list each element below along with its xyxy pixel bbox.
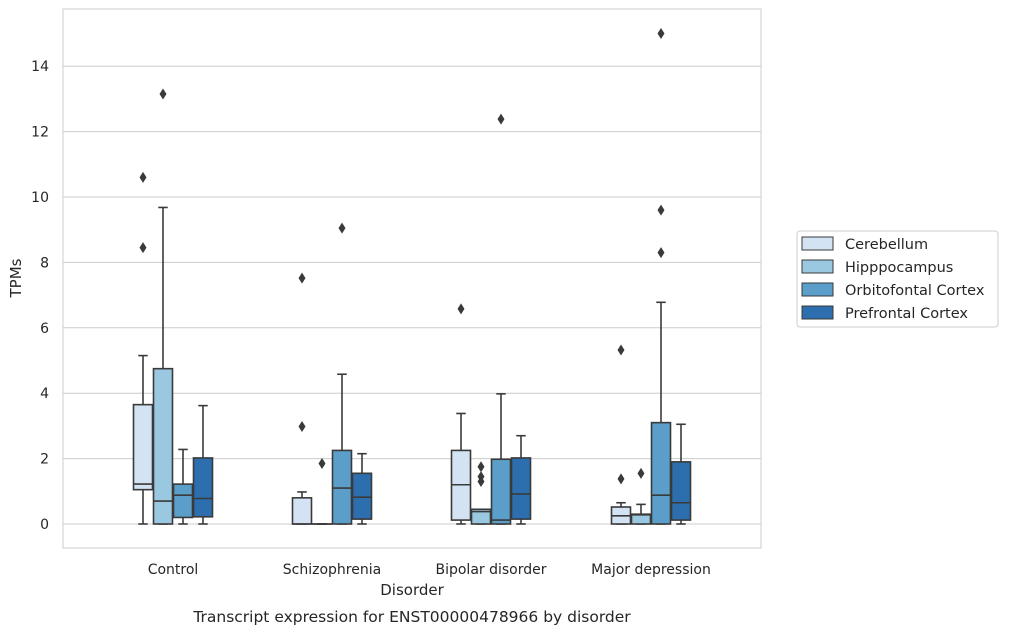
box-element <box>670 423 692 525</box>
x-axis-label: Disorder <box>380 581 444 599</box>
box-element <box>650 28 672 525</box>
x-tick-labels: Control Schizophrenia Bipolar disorder Majo… <box>148 562 711 578</box>
outlier-point <box>477 471 485 483</box>
outlier-point <box>139 171 147 183</box>
x-tick-label: Major depression <box>591 562 711 578</box>
outlier-point <box>497 113 505 125</box>
outlier-point <box>617 473 625 485</box>
legend: Cerebellum Hipppocampus Orbitofontal Corte… <box>796 230 999 328</box>
outlier-point <box>298 272 306 284</box>
legend-label: Hipppocampus <box>845 260 953 276</box>
box-body <box>132 403 154 491</box>
outlier-point <box>318 458 326 470</box>
box-element <box>470 461 492 525</box>
box-body <box>291 497 313 525</box>
box-body <box>192 457 214 518</box>
y-tick-label: 10 <box>31 190 49 206</box>
outlier-point <box>298 421 306 433</box>
y-axis-label: TPMs <box>7 258 25 298</box>
box-body <box>650 421 672 525</box>
y-tick-label: 4 <box>40 386 49 402</box>
box-element <box>172 448 194 525</box>
outlier-point <box>657 28 665 39</box>
chart-caption: Transcript expression for ENST0000047896… <box>192 608 631 626</box>
outlier-point <box>637 467 645 479</box>
box-body <box>152 367 174 525</box>
outlier-point <box>617 344 625 356</box>
box-series <box>132 28 692 525</box>
y-tick-label: 12 <box>31 125 49 141</box>
box-body <box>490 458 512 525</box>
outlier-point <box>477 461 485 473</box>
box-element <box>351 452 373 525</box>
x-tick-label: Bipolar disorder <box>435 562 546 578</box>
y-tick-label: 6 <box>40 321 49 337</box>
legend-label: Prefrontal Cortex <box>845 306 968 322</box>
box-body <box>670 461 692 521</box>
y-tick-label: 8 <box>40 255 49 271</box>
legend-label: Cerebellum <box>845 237 928 253</box>
legend-label: Orbitofontal Cortex <box>845 283 985 299</box>
box-element <box>132 171 154 525</box>
box-element <box>192 404 214 525</box>
y-tick-labels: 0 2 4 6 8 10 12 14 <box>31 59 49 533</box>
legend-swatch <box>801 259 834 274</box>
outlier-point <box>657 247 665 259</box>
box-element <box>510 434 532 525</box>
outlier-point <box>139 242 147 254</box>
box-element <box>610 344 632 525</box>
box-element <box>311 458 333 525</box>
y-tick-label: 0 <box>40 517 49 533</box>
outlier-point <box>457 303 465 315</box>
box-element <box>152 88 174 525</box>
outlier-point <box>338 222 346 234</box>
box-element <box>490 113 512 525</box>
legend-swatch <box>801 236 834 251</box>
plot-frame <box>62 8 762 549</box>
x-tick-label: Control <box>148 562 199 578</box>
box-body <box>630 513 652 525</box>
y-tick-label: 2 <box>40 452 49 468</box>
x-tick-label: Schizophrenia <box>283 562 381 578</box>
legend-swatch <box>801 305 834 320</box>
legend-frame <box>796 230 999 328</box>
box-body <box>331 449 353 525</box>
outlier-point <box>159 88 167 100</box>
y-tick-label: 14 <box>31 59 49 75</box>
box-body <box>172 483 194 519</box>
box-element <box>331 222 353 525</box>
box-body <box>510 457 532 520</box>
box-body <box>351 472 373 520</box>
box-element <box>630 467 652 525</box>
box-element <box>450 303 472 525</box>
box-body <box>470 508 492 525</box>
gridlines <box>63 65 761 525</box>
legend-swatch <box>801 282 834 297</box>
outlier-point <box>657 204 665 216</box>
box-element <box>291 272 313 525</box>
